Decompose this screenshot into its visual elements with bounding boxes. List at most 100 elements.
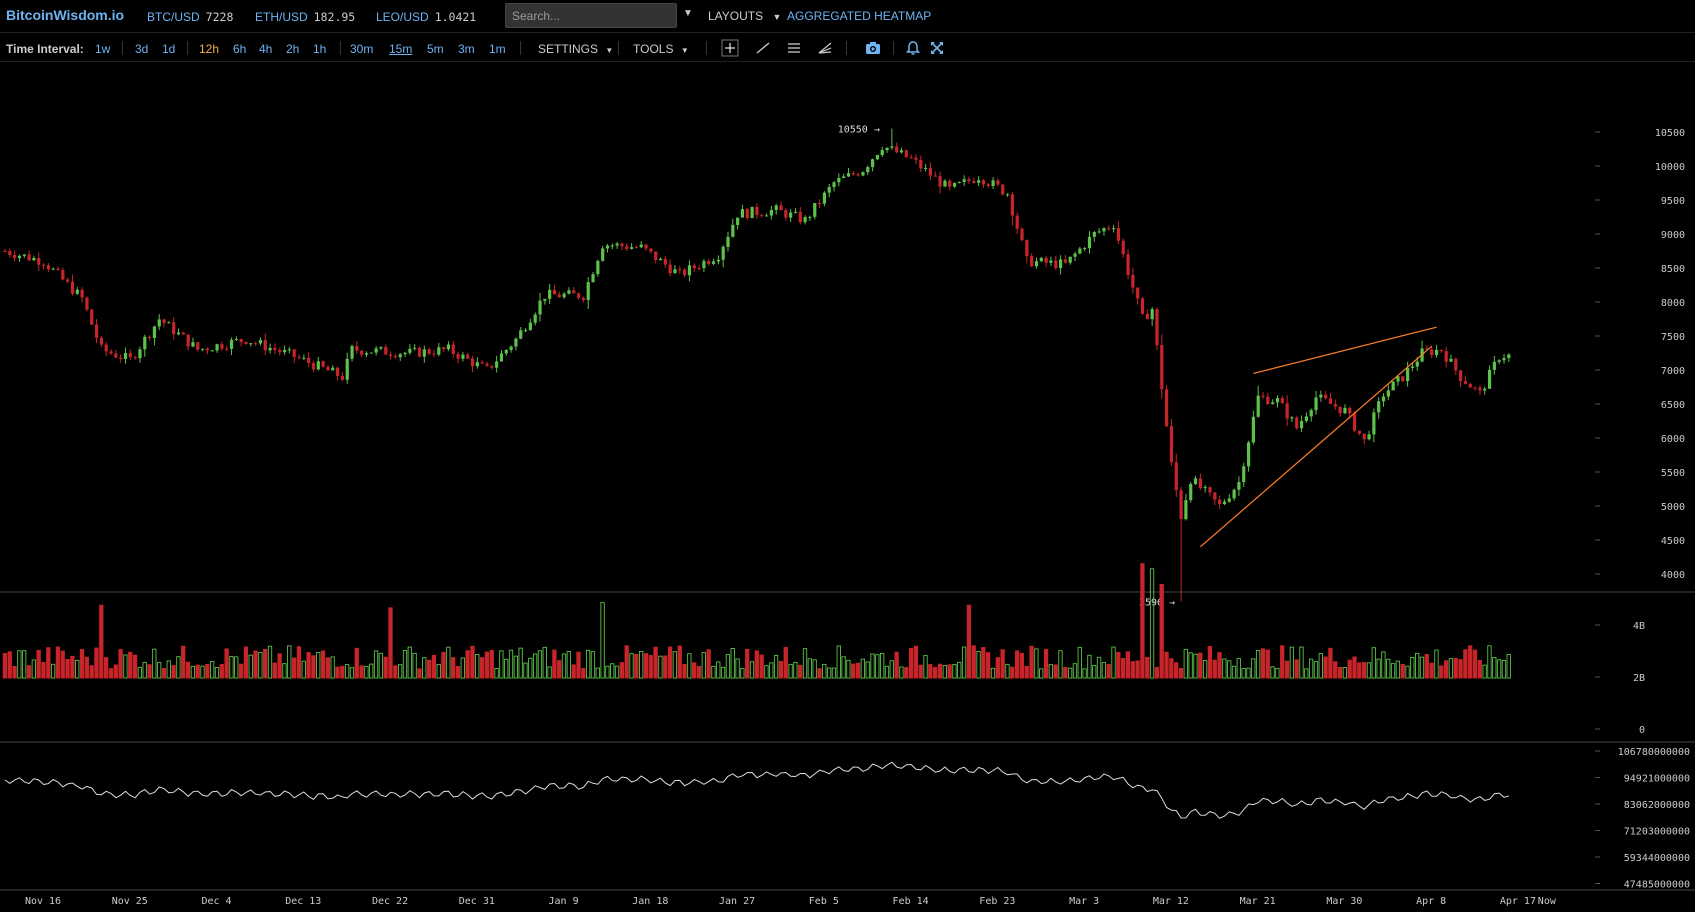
candle-body: [726, 236, 730, 247]
volume-bar: [947, 664, 952, 679]
fib-fan-icon[interactable]: [816, 39, 834, 57]
candle-body: [1005, 194, 1010, 196]
candle-body: [1483, 388, 1487, 391]
candle-body: [692, 265, 696, 269]
candle-body: [475, 362, 479, 367]
candle-body: [644, 244, 648, 249]
volume-bar: [677, 645, 682, 679]
indicator-tick-label: 83062000000: [1624, 800, 1690, 811]
candle-body: [687, 265, 692, 276]
candle-body: [244, 341, 248, 344]
candle-body: [403, 352, 407, 355]
volume-bar: [807, 658, 812, 679]
interval-6h[interactable]: 6h: [233, 42, 247, 56]
candle-body: [1112, 228, 1116, 230]
volume-bar: [369, 663, 374, 679]
crosshair-icon[interactable]: [721, 39, 739, 57]
candle-body: [1073, 253, 1077, 257]
interval-3m[interactable]: 3m: [458, 42, 475, 56]
volume-bar: [547, 666, 552, 679]
drawn-trendlines[interactable]: [1199, 326, 1437, 548]
candle-body: [1034, 261, 1039, 267]
candle-body: [871, 159, 875, 168]
volume-bar: [320, 650, 326, 679]
volume-bar: [465, 650, 470, 679]
ticker-leo[interactable]: LEO/USD 1.0421: [376, 10, 476, 24]
search-input[interactable]: Search...: [505, 3, 677, 28]
volume-bar: [263, 649, 268, 679]
interval-30m[interactable]: 30m: [350, 42, 374, 56]
horizontal-lines-icon[interactable]: [785, 39, 803, 57]
separator: [846, 41, 847, 55]
volume-bar: [1024, 665, 1029, 679]
volume-bar: [908, 647, 914, 679]
volume-bar: [966, 604, 972, 679]
aggregated-heatmap-link[interactable]: AGGREGATED HEATMAP: [787, 9, 932, 23]
volume-bar: [1458, 659, 1463, 679]
high-annotation: 10550 →: [838, 125, 880, 136]
interval-1d[interactable]: 1d: [162, 42, 176, 56]
volume-bar: [489, 649, 494, 679]
indicator-tick-label: 94921000000: [1624, 774, 1690, 785]
volume-bar: [711, 665, 716, 679]
price-tick-label: 9000: [1661, 230, 1685, 241]
chevron-down-icon[interactable]: ▼: [683, 8, 693, 19]
volume-bar: [1125, 651, 1131, 679]
volume-bar: [759, 654, 764, 679]
interval-12h[interactable]: 12h: [199, 42, 220, 56]
settings-menu[interactable]: SETTINGS ▼: [538, 42, 613, 56]
candle-body: [620, 243, 624, 247]
volume-bar: [99, 604, 104, 679]
site-logo[interactable]: BitcoinWisdom.io: [6, 7, 125, 23]
volume-bar: [50, 663, 56, 679]
interval-1m[interactable]: 1m: [489, 42, 506, 56]
volume-bar: [316, 652, 321, 679]
candle-body: [1295, 417, 1299, 429]
candle-body: [1203, 487, 1207, 489]
volume-bar: [904, 667, 909, 679]
interval-5m[interactable]: 5m: [427, 42, 444, 56]
candle-body: [605, 245, 610, 249]
volume-bar: [600, 602, 605, 679]
volume-bar: [1366, 662, 1372, 679]
volume-bar: [957, 661, 962, 679]
camera-icon[interactable]: [864, 39, 882, 57]
candle-body: [17, 255, 22, 259]
interval-15m[interactable]: 15m: [389, 42, 413, 56]
bell-icon[interactable]: [904, 39, 922, 57]
volume-bar: [364, 665, 369, 679]
trend-line-icon[interactable]: [754, 39, 772, 57]
interval-4h[interactable]: 4h: [259, 42, 273, 56]
ticker-eth[interactable]: ETH/USD 182.95: [255, 10, 355, 24]
volume-bar: [1198, 652, 1203, 679]
candle-body: [533, 314, 537, 323]
volume-bar: [1145, 657, 1150, 679]
candle-body: [1039, 257, 1043, 262]
candle-body: [234, 339, 238, 341]
interval-1h[interactable]: 1h: [313, 42, 327, 56]
interval-2h[interactable]: 2h: [286, 42, 300, 56]
volume-bar: [128, 651, 133, 679]
tools-menu[interactable]: TOOLS ▼: [633, 42, 689, 56]
volume-bar: [923, 655, 928, 679]
price-chart[interactable]: 4000 4500 5000 5500 6000 6500 7000 7500 8000 8500…: [0, 62, 1695, 912]
candle-body: [37, 257, 41, 265]
ticker-btc[interactable]: BTC/USD 7228: [147, 10, 233, 24]
candle-body: [27, 254, 31, 261]
volume-bar: [277, 653, 282, 679]
volume-bar: [142, 662, 147, 679]
fullscreen-icon[interactable]: [928, 39, 946, 57]
volume-bar: [870, 653, 875, 679]
candle-body: [658, 258, 663, 261]
candle-body: [311, 363, 316, 370]
volume-bar: [84, 656, 89, 679]
volume-bar: [147, 664, 152, 679]
candle-body: [427, 349, 431, 354]
interval-3d[interactable]: 3d: [135, 42, 149, 56]
volume-bar: [210, 661, 215, 679]
interval-1w[interactable]: 1w: [95, 42, 111, 56]
candle-body: [172, 322, 176, 335]
layouts-menu[interactable]: LAYOUTS ▼: [708, 9, 781, 23]
time-tick-label: Apr 8: [1416, 896, 1446, 907]
volume-bar: [1463, 649, 1468, 679]
